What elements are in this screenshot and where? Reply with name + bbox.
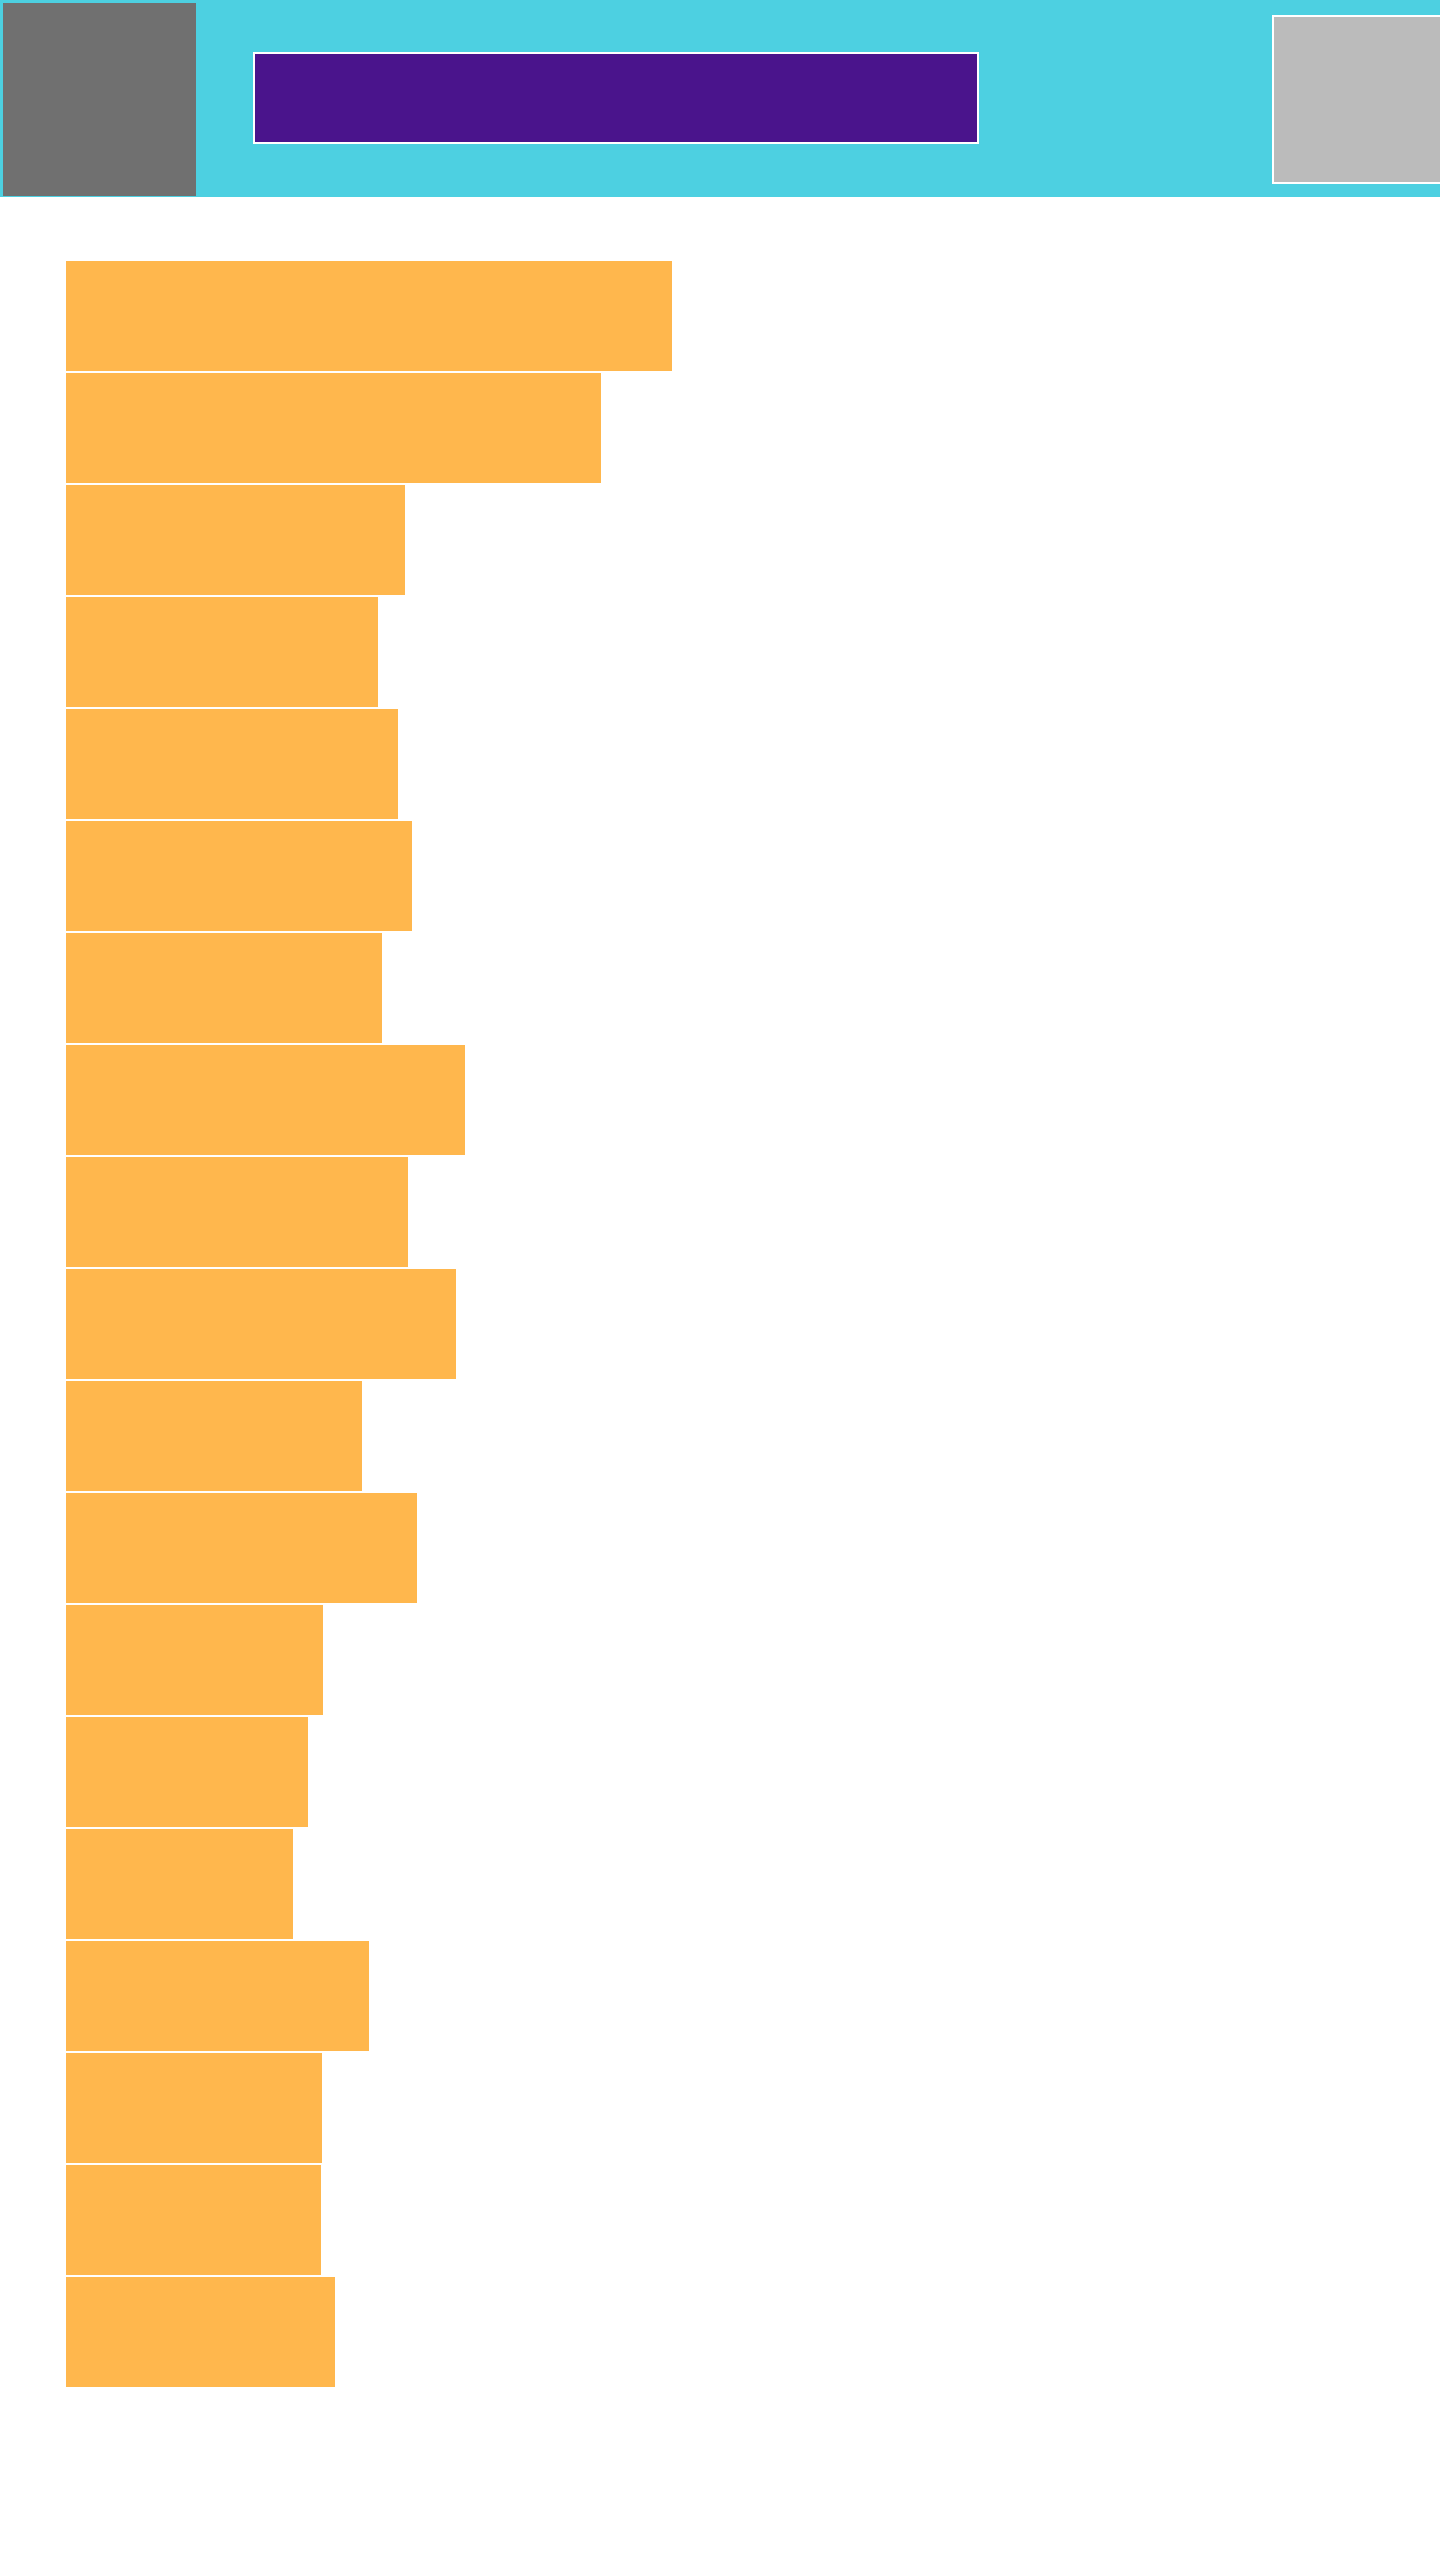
title-bar[interactable] <box>253 52 979 144</box>
list-item[interactable] <box>66 1269 456 1379</box>
list-item[interactable] <box>66 1941 369 2051</box>
list-item[interactable] <box>66 821 412 931</box>
list-item[interactable] <box>66 2165 321 2275</box>
list-item[interactable] <box>66 1717 308 1827</box>
list-item[interactable] <box>66 2277 335 2387</box>
action-button[interactable] <box>1272 15 1440 184</box>
list-item[interactable] <box>66 485 405 595</box>
list-item[interactable] <box>66 1381 362 1491</box>
list-item[interactable] <box>66 597 378 707</box>
list-item[interactable] <box>66 709 398 819</box>
menu-button[interactable] <box>3 3 196 196</box>
list-item[interactable] <box>66 373 601 483</box>
list-item[interactable] <box>66 1157 408 1267</box>
list-item[interactable] <box>66 933 382 1043</box>
list-item[interactable] <box>66 1829 293 1939</box>
list-item[interactable] <box>66 1605 323 1715</box>
list-item[interactable] <box>66 1493 417 1603</box>
app-header <box>0 0 1440 197</box>
bar-list <box>66 261 1366 2389</box>
list-item[interactable] <box>66 2053 322 2163</box>
list-item[interactable] <box>66 1045 465 1155</box>
list-item[interactable] <box>66 261 672 371</box>
